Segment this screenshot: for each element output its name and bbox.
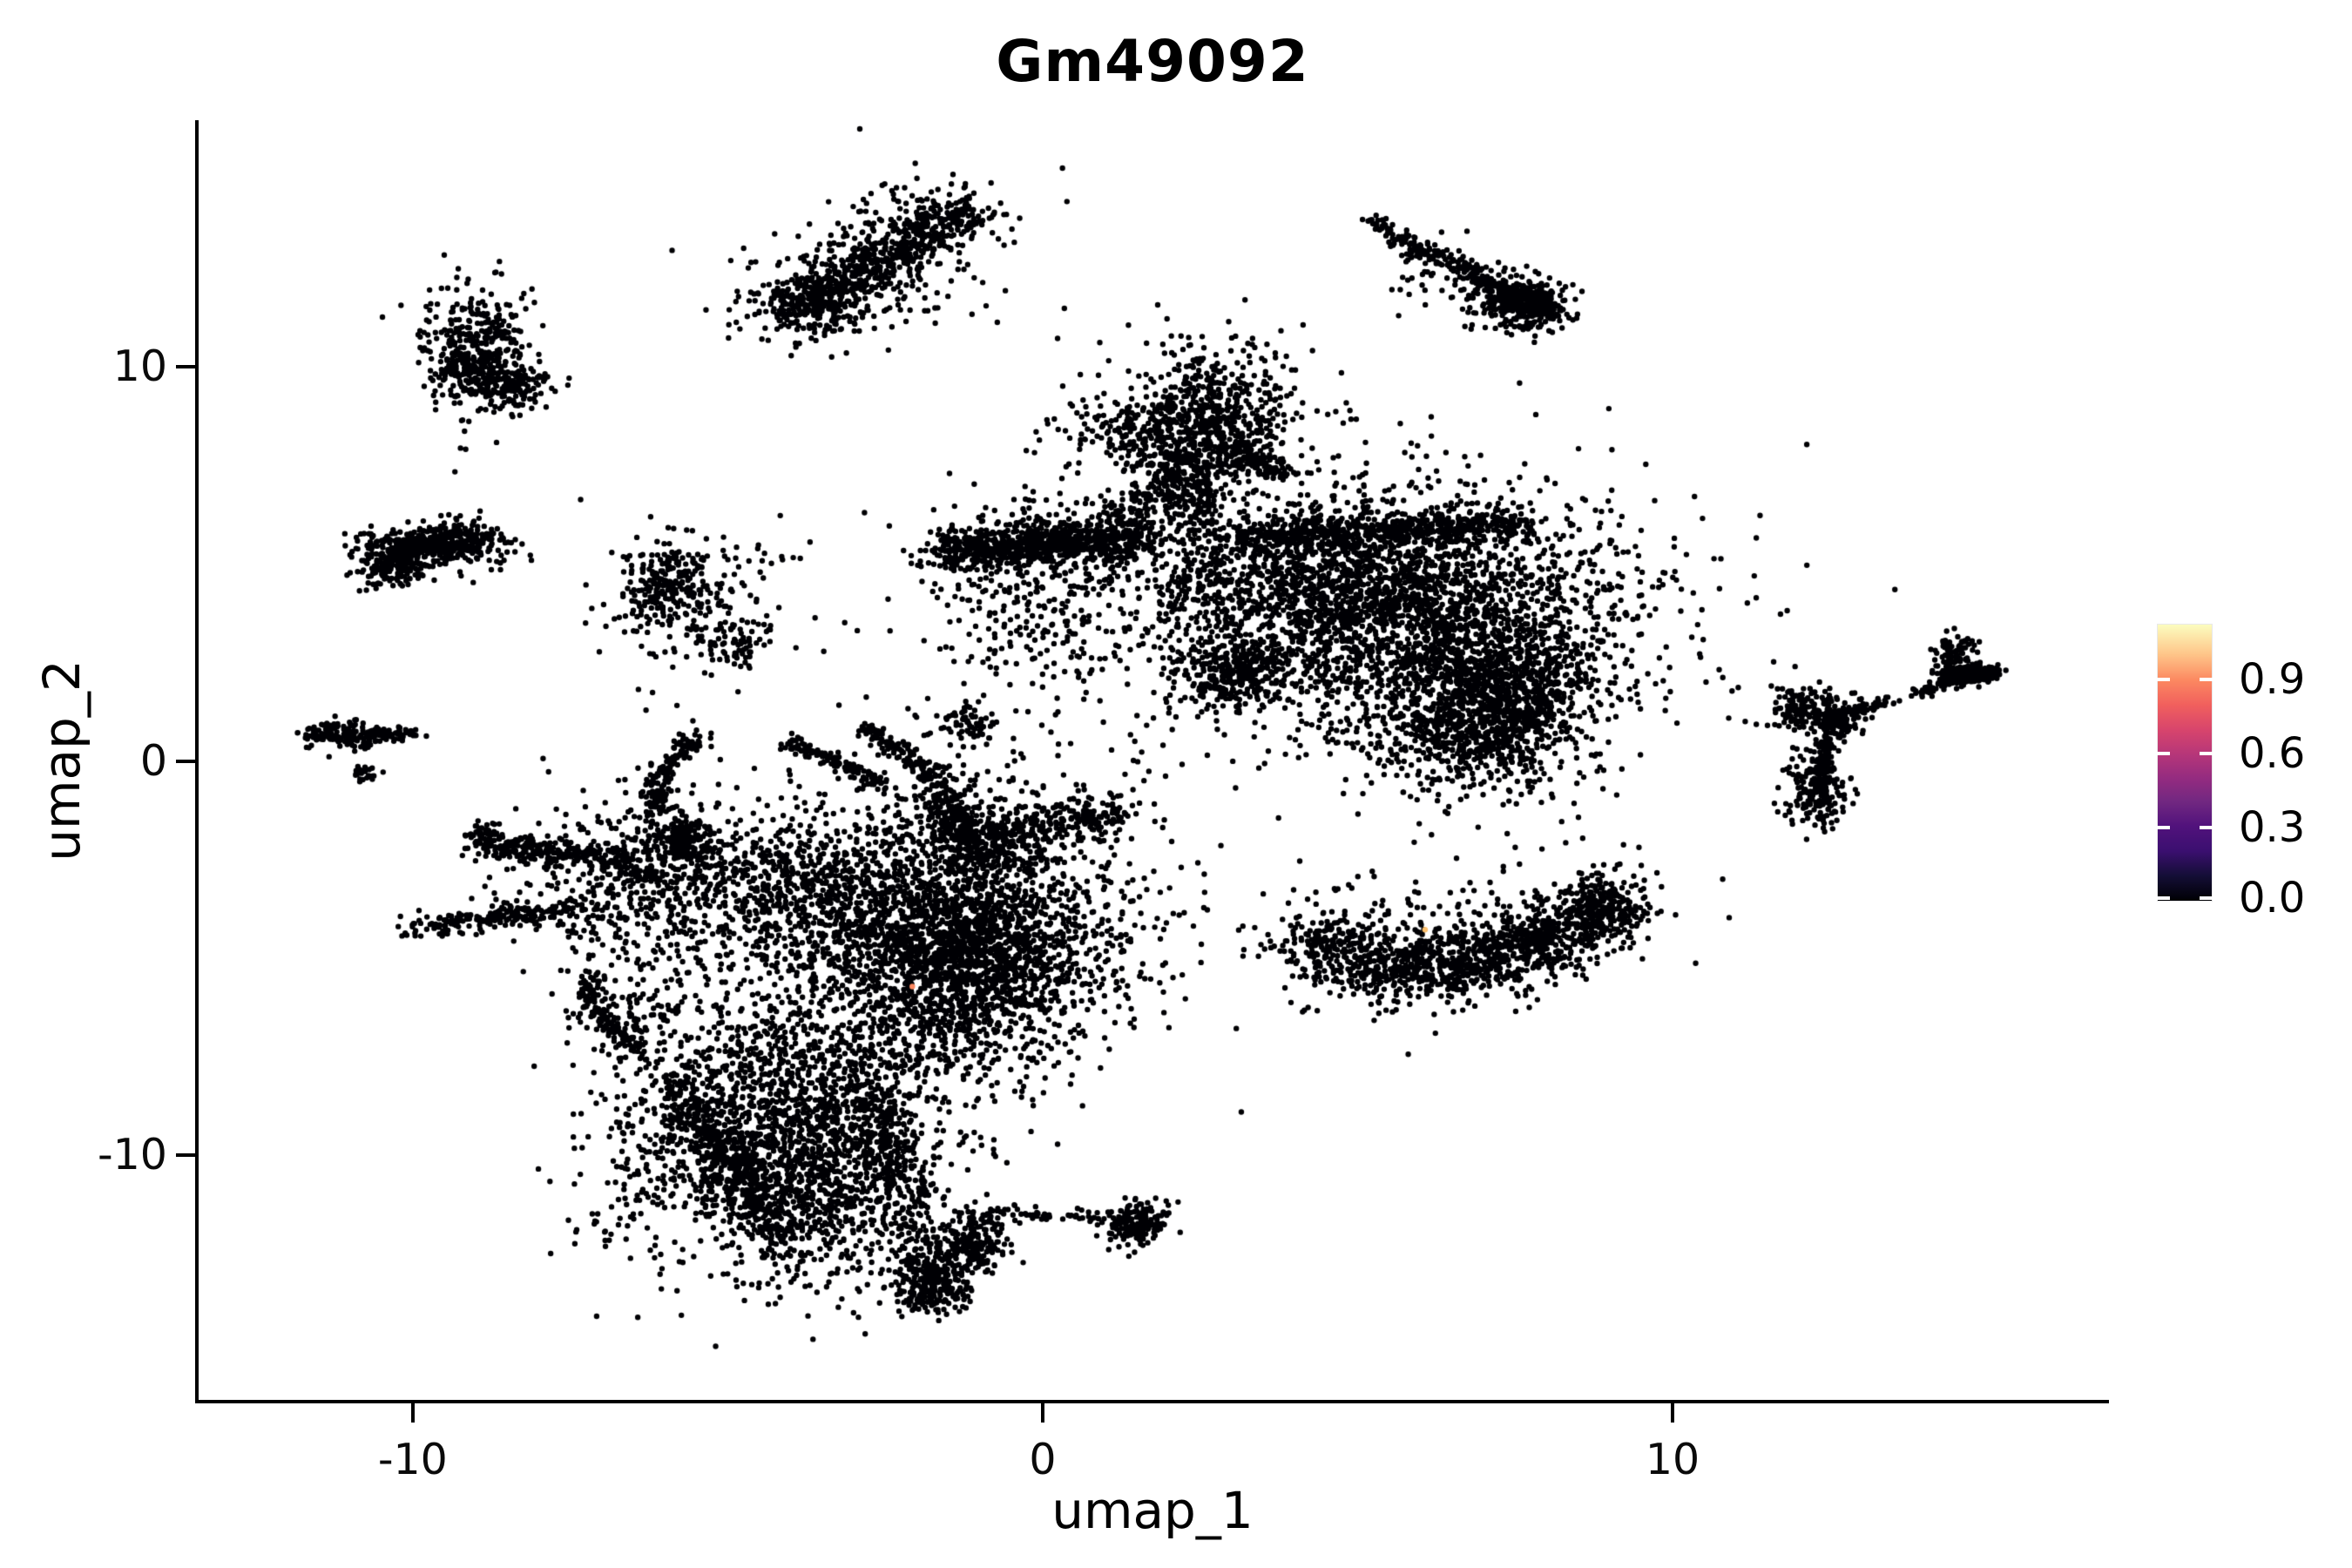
y-tick-label: 0 <box>139 735 167 786</box>
x-tick-label: 0 <box>1029 1435 1057 1484</box>
x-axis-title: umap_1 <box>1051 1481 1254 1540</box>
colorbar-tick-mark <box>2200 825 2213 829</box>
colorbar-tick-mark <box>2157 896 2170 900</box>
y-tick-mark <box>176 364 195 368</box>
y-tick-label: -10 <box>97 1130 167 1180</box>
colorbar-gradient <box>2157 624 2213 902</box>
colorbar-tick-label: 0.6 <box>2239 728 2306 778</box>
y-tick-mark <box>176 1153 195 1158</box>
colorbar-tick-label: 0.3 <box>2239 802 2306 852</box>
colorbar-tick-mark <box>2157 825 2170 829</box>
y-tick-label: 10 <box>112 341 167 391</box>
x-tick-label: -10 <box>377 1435 448 1484</box>
colorbar-tick-mark <box>2200 677 2213 681</box>
x-tick-mark <box>410 1403 415 1423</box>
x-tick-label: 10 <box>1645 1435 1700 1484</box>
plot-title: Gm49092 <box>996 28 1309 95</box>
y-axis-title: umap_2 <box>32 659 91 862</box>
colorbar-tick-mark <box>2157 751 2170 755</box>
x-axis-line <box>195 1400 2109 1403</box>
y-axis-line <box>195 120 199 1403</box>
x-tick-mark <box>1040 1403 1044 1423</box>
colorbar-tick-mark <box>2200 896 2213 900</box>
colorbar-tick-mark <box>2200 751 2213 755</box>
colorbar-tick-mark <box>2157 677 2170 681</box>
colorbar-tick-label: 0.9 <box>2239 654 2306 704</box>
colorbar-tick-label: 0.0 <box>2239 874 2306 923</box>
x-tick-mark <box>1671 1403 1675 1423</box>
y-tick-mark <box>176 759 195 763</box>
